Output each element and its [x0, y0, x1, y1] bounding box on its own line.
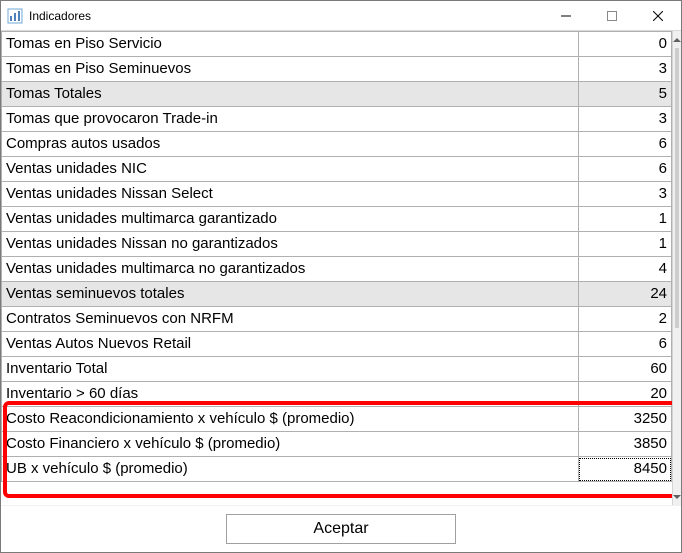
indicator-value[interactable]: 1 [578, 232, 672, 257]
indicator-value[interactable]: 20 [578, 382, 672, 407]
indicator-label: Ventas Autos Nuevos Retail [2, 332, 579, 357]
indicator-value[interactable]: 8450 [578, 457, 672, 482]
scroll-track[interactable] [673, 48, 681, 488]
minimize-button[interactable] [543, 1, 589, 30]
indicator-value[interactable]: 3 [578, 57, 672, 82]
indicator-value[interactable]: 3 [578, 182, 672, 207]
window-controls [543, 1, 681, 30]
table-row: Costo Reacondicionamiento x vehículo $ (… [2, 407, 672, 432]
indicator-label: Tomas Totales [2, 82, 579, 107]
table-row: Tomas que provocaron Trade-in3 [2, 107, 672, 132]
table-row: Ventas unidades NIC6 [2, 157, 672, 182]
indicator-label: Tomas en Piso Servicio [2, 32, 579, 57]
grid-wrapper: Tomas en Piso Servicio0Tomas en Piso Sem… [1, 31, 681, 505]
indicator-label: Tomas que provocaron Trade-in [2, 107, 579, 132]
table-row: Contratos Seminuevos con NRFM2 [2, 307, 672, 332]
table-row: UB x vehículo $ (promedio)8450 [2, 457, 672, 482]
table-row: Ventas seminuevos totales24 [2, 282, 672, 307]
table-row: Tomas en Piso Seminuevos3 [2, 57, 672, 82]
indicator-value[interactable]: 3850 [578, 432, 672, 457]
indicator-label: Tomas en Piso Seminuevos [2, 57, 579, 82]
indicator-label: Ventas unidades Nissan no garantizados [2, 232, 579, 257]
indicator-label: UB x vehículo $ (promedio) [2, 457, 579, 482]
table-row: Inventario > 60 días20 [2, 382, 672, 407]
table-row: Ventas Autos Nuevos Retail6 [2, 332, 672, 357]
table-row: Tomas Totales5 [2, 82, 672, 107]
table-row: Ventas unidades Nissan no garantizados1 [2, 232, 672, 257]
indicator-value[interactable]: 60 [578, 357, 672, 382]
accept-button[interactable]: Aceptar [226, 514, 456, 544]
indicator-value[interactable]: 1 [578, 207, 672, 232]
indicator-value[interactable]: 3 [578, 107, 672, 132]
indicator-value[interactable]: 0 [578, 32, 672, 57]
titlebar: Indicadores [1, 1, 681, 31]
table-row: Costo Financiero x vehículo $ (promedio)… [2, 432, 672, 457]
indicator-value[interactable]: 6 [578, 332, 672, 357]
indicator-value[interactable]: 24 [578, 282, 672, 307]
scroll-thumb[interactable] [675, 48, 679, 328]
table-row: Tomas en Piso Servicio0 [2, 32, 672, 57]
title-left: Indicadores [7, 8, 91, 24]
indicator-value[interactable]: 2 [578, 307, 672, 332]
indicator-label: Compras autos usados [2, 132, 579, 157]
client-area: Tomas en Piso Servicio0Tomas en Piso Sem… [1, 31, 681, 552]
indicator-label: Inventario Total [2, 357, 579, 382]
maximize-button[interactable] [589, 1, 635, 30]
indicator-value[interactable]: 4 [578, 257, 672, 282]
indicator-value[interactable]: 3250 [578, 407, 672, 432]
scroll-up-arrow[interactable] [673, 31, 681, 48]
table-row: Ventas unidades Nissan Select3 [2, 182, 672, 207]
table-row: Ventas unidades multimarca no garantizad… [2, 257, 672, 282]
close-button[interactable] [635, 1, 681, 30]
table-row: Inventario Total60 [2, 357, 672, 382]
indicator-label: Ventas unidades Nissan Select [2, 182, 579, 207]
indicator-value[interactable]: 5 [578, 82, 672, 107]
indicator-label: Contratos Seminuevos con NRFM [2, 307, 579, 332]
data-grid: Tomas en Piso Servicio0Tomas en Piso Sem… [1, 31, 672, 482]
indicator-label: Ventas unidades NIC [2, 157, 579, 182]
indicator-label: Ventas unidades multimarca no garantizad… [2, 257, 579, 282]
button-bar: Aceptar [1, 505, 681, 552]
table-row: Compras autos usados6 [2, 132, 672, 157]
indicator-label: Inventario > 60 días [2, 382, 579, 407]
indicator-label: Costo Reacondicionamiento x vehículo $ (… [2, 407, 579, 432]
grid-scroll: Tomas en Piso Servicio0Tomas en Piso Sem… [1, 31, 672, 505]
vertical-scrollbar[interactable] [672, 31, 681, 505]
window-title: Indicadores [29, 9, 91, 23]
window: Indicadores [0, 0, 682, 553]
indicator-value[interactable]: 6 [578, 157, 672, 182]
indicator-label: Ventas seminuevos totales [2, 282, 579, 307]
indicator-label: Costo Financiero x vehículo $ (promedio) [2, 432, 579, 457]
scroll-down-arrow[interactable] [673, 488, 681, 505]
app-icon [7, 8, 23, 24]
table-row: Ventas unidades multimarca garantizado1 [2, 207, 672, 232]
indicator-value[interactable]: 6 [578, 132, 672, 157]
indicator-label: Ventas unidades multimarca garantizado [2, 207, 579, 232]
